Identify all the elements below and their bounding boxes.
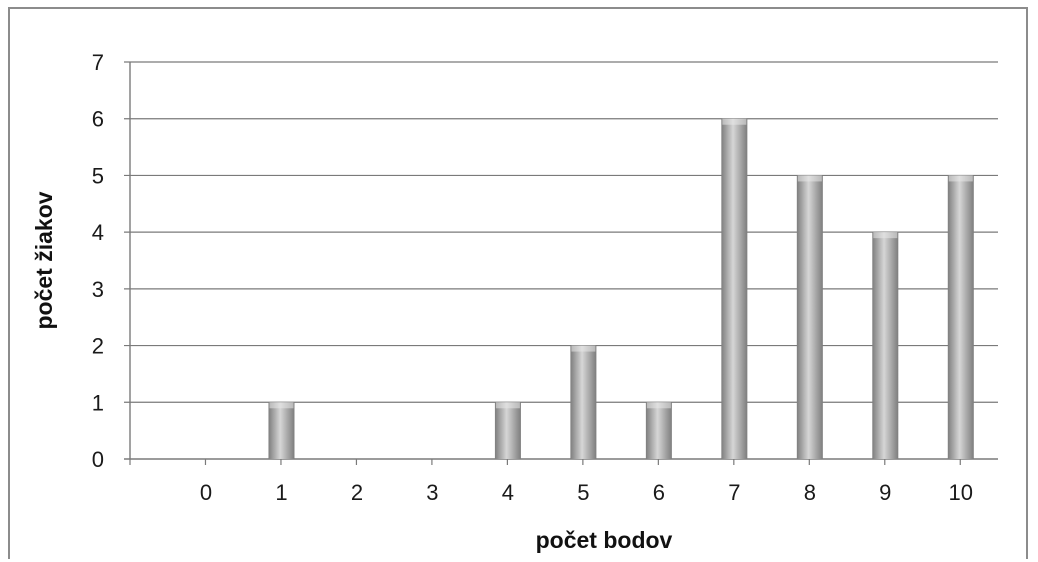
y-tick-label: 2 [92, 334, 104, 359]
bar-body [268, 402, 295, 459]
y-tick-label: 7 [92, 50, 104, 75]
bar-top-bevel [269, 402, 294, 409]
x-tick-label: 3 [426, 480, 438, 505]
gridlines [124, 61, 998, 403]
bar-body [721, 118, 748, 459]
bar-body [796, 175, 823, 459]
bar-top-bevel [571, 345, 596, 352]
bar-body [570, 345, 597, 459]
y-tick-label: 6 [92, 107, 104, 132]
bar-10 [947, 175, 974, 459]
y-tick-label: 1 [92, 390, 104, 415]
bar-4 [494, 402, 521, 459]
bar-body [947, 175, 974, 459]
bar-top-bevel [646, 402, 671, 409]
bar-top-bevel [722, 118, 747, 125]
x-tick-label: 1 [275, 480, 287, 505]
bar-top-bevel [797, 175, 822, 182]
x-tick-label: 7 [728, 480, 740, 505]
bar-1 [268, 402, 295, 459]
bar-9 [872, 232, 899, 459]
x-tick-label: 4 [502, 480, 514, 505]
bar-top-bevel [873, 232, 898, 239]
y-axis-title: počet žiakov [31, 191, 57, 329]
bar-body [494, 402, 521, 459]
x-tick-label: 0 [200, 480, 212, 505]
x-tick-label: 8 [804, 480, 816, 505]
chart-frame [8, 7, 1028, 559]
x-tick-label: 6 [653, 480, 665, 505]
x-tick-label: 5 [577, 480, 589, 505]
bar-body [872, 232, 899, 459]
y-tick-label: 5 [92, 163, 104, 188]
bar-top-bevel [495, 402, 520, 409]
x-axis-title: počet bodov [536, 527, 673, 553]
bar-8 [796, 175, 823, 459]
bars [268, 118, 974, 459]
bar-7 [721, 118, 748, 459]
y-tick-label: 3 [92, 277, 104, 302]
bar-6 [645, 402, 672, 459]
y-tick-labels: 0 1 2 3 4 5 6 7 [92, 50, 104, 472]
y-tick-label: 0 [92, 447, 104, 472]
x-tick-labels: 0 1 2 3 4 5 6 7 8 9 10 [200, 480, 973, 505]
x-tick-label: 10 [949, 480, 973, 505]
bar-body [645, 402, 672, 459]
bar-5 [570, 345, 597, 459]
x-tick-label: 2 [351, 480, 363, 505]
y-tick-label: 4 [92, 220, 104, 245]
x-tick-label: 9 [879, 480, 891, 505]
bar-top-bevel [948, 175, 973, 182]
axes [124, 62, 998, 465]
